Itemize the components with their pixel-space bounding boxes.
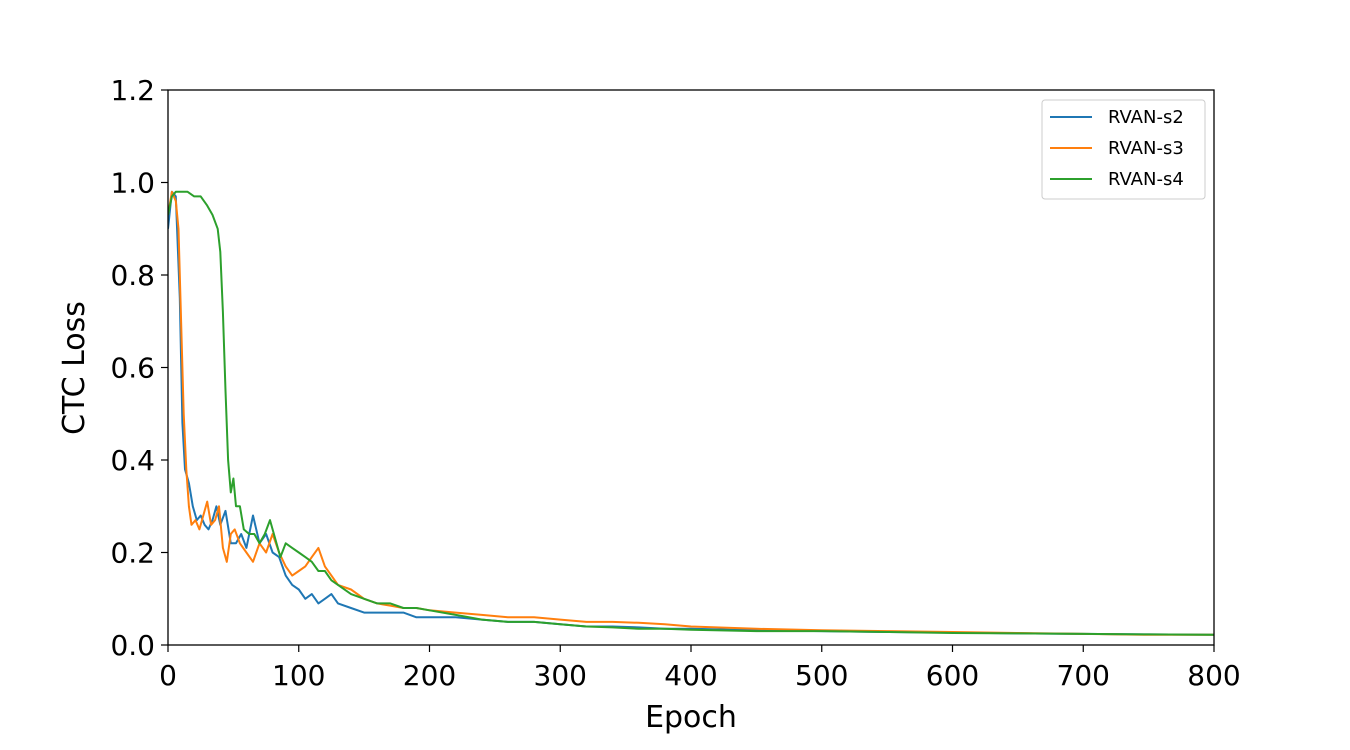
x-tick-label: 500: [795, 659, 848, 692]
series-line-1: [168, 190, 1214, 636]
legend-box: [1041, 99, 1206, 200]
x-tick-label: 600: [926, 659, 979, 692]
legend-label-2: RVAN-s4: [1108, 169, 1184, 190]
plot-background: [168, 90, 1214, 645]
legend-label-0: RVAN-s2: [1108, 107, 1184, 128]
y-tick-label: 0.0: [110, 629, 155, 662]
x-tick-label: 0: [159, 659, 177, 692]
plot-frame: [167, 89, 1215, 646]
x-tick-label: 700: [1057, 659, 1110, 692]
y-tick-label: 0.2: [110, 537, 155, 570]
y-tick-label: 0.6: [110, 352, 155, 385]
y-tick-label: 0.4: [110, 444, 155, 477]
y-tick-label: 1.2: [110, 74, 155, 107]
legend: RVAN-s2 RVAN-s3 RVAN-s4: [1041, 99, 1206, 200]
x-tick-label: 300: [534, 659, 587, 692]
tick-layer: 0 100 200 300 400 500 600 700 800 0.0 0.2 0.4 0.6 0.8…: [110, 74, 1240, 692]
legend-label-1: RVAN-s3: [1108, 138, 1184, 159]
x-tick-label: 200: [403, 659, 456, 692]
y-tick-label: 1.0: [110, 167, 155, 200]
series-line-2: [168, 190, 1214, 636]
x-tick-label: 400: [664, 659, 717, 692]
y-axis-title: CTC Loss: [57, 301, 92, 435]
x-tick-label: 800: [1187, 659, 1240, 692]
x-axis-title: Epoch: [645, 700, 737, 735]
y-tick-label: 0.8: [110, 259, 155, 292]
series-layer: [168, 190, 1214, 636]
x-tick-label: 100: [272, 659, 325, 692]
